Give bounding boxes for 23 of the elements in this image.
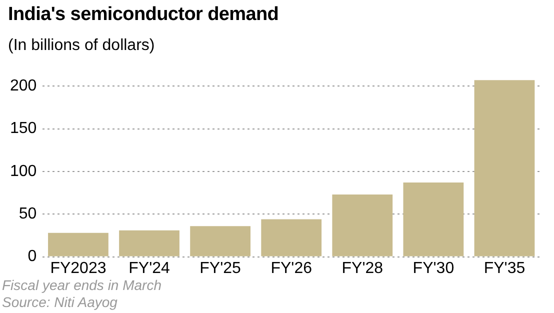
x-tick-label: FY'35 (484, 260, 526, 277)
y-tick-label: 150 (10, 120, 37, 138)
y-tick-label: 100 (10, 162, 37, 180)
chart-subtitle: (In billions of dollars) (8, 37, 155, 55)
x-tick-label: FY'25 (200, 260, 242, 277)
bar (332, 194, 393, 256)
y-tick-label: 200 (10, 78, 37, 95)
bar (261, 219, 322, 256)
chart-title: India's semiconductor demand (8, 4, 279, 26)
bar (403, 182, 464, 256)
x-tick-label: FY'30 (412, 260, 454, 277)
bar (119, 230, 180, 256)
bar (474, 80, 535, 256)
bar (190, 226, 250, 256)
x-tick-label: FY'26 (270, 260, 312, 277)
x-tick-label: FY2023 (50, 260, 106, 277)
y-tick-label: 50 (18, 206, 37, 223)
x-tick-label: FY'24 (128, 260, 170, 277)
text: Fiscal year ends in March (2, 277, 162, 294)
bar (48, 232, 108, 256)
x-tick-label: FY'28 (342, 260, 384, 277)
y-tick-label: 0 (28, 248, 37, 266)
source-note: Source: Niti Aayog (2, 294, 118, 311)
